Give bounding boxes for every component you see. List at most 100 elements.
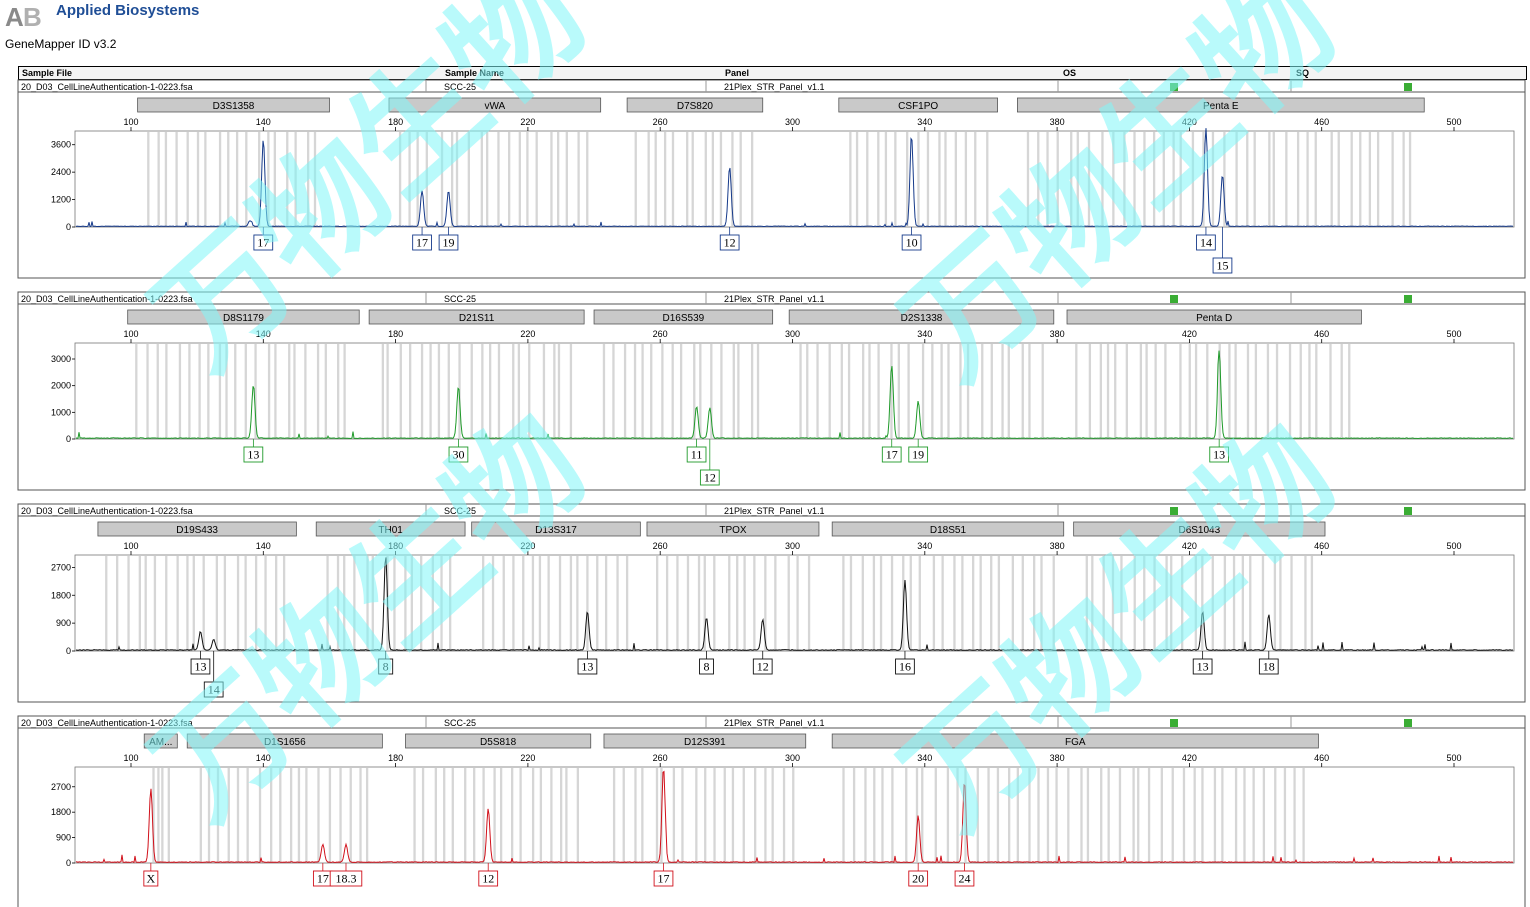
allele-bin: [550, 768, 553, 862]
allele-bin: [488, 344, 492, 438]
allele-bin: [1211, 556, 1214, 650]
allele-bin: [934, 768, 937, 862]
panel-name: 21Plex_STR_Panel_v1.1: [724, 718, 825, 728]
allele-bin: [1330, 132, 1333, 226]
allele-bin: [1232, 556, 1236, 650]
peak-label: X: [147, 872, 156, 886]
allele-bin: [339, 768, 342, 862]
allele-bin: [1304, 556, 1307, 650]
x-tick-label: 420: [1182, 117, 1197, 127]
allele-bin: [559, 768, 563, 862]
allele-bin: [750, 344, 754, 438]
allele-bin: [218, 132, 222, 226]
allele-bin: [842, 556, 845, 650]
allele-bin: [542, 344, 546, 438]
allele-bin: [586, 132, 589, 226]
allele-bin: [1133, 132, 1136, 226]
allele-bin: [1223, 132, 1226, 226]
peak-label: 16: [899, 660, 911, 674]
allele-bin: [343, 344, 346, 438]
brand-name: Applied Biosystems: [56, 2, 200, 19]
allele-bin: [596, 556, 599, 650]
allele-bin: [282, 556, 286, 650]
allele-bin: [207, 344, 210, 438]
locus-label: D18S51: [930, 525, 967, 536]
allele-bin: [1112, 132, 1115, 226]
allele-bin: [764, 556, 767, 650]
x-tick-label: 300: [785, 541, 800, 551]
allele-bin: [186, 132, 189, 226]
allele-bin: [408, 132, 411, 226]
allele-bin: [966, 344, 970, 438]
x-tick-label: 140: [256, 753, 271, 763]
allele-bin: [1194, 556, 1197, 650]
allele-bin: [518, 132, 521, 226]
allele-bin: [236, 556, 240, 650]
x-tick-label: 260: [653, 329, 668, 339]
allele-bin: [866, 132, 869, 226]
allele-bin: [1170, 556, 1173, 650]
allele-bin: [1028, 344, 1031, 438]
allele-bin: [1132, 768, 1135, 862]
allele-bin: [1306, 132, 1309, 226]
signal-trace: [75, 557, 1514, 652]
allele-bin: [1101, 132, 1104, 226]
product-name: GeneMapper ID v3.2: [5, 37, 117, 51]
x-tick-label: 380: [1050, 541, 1065, 551]
panel-name: 21Plex_STR_Panel_v1.1: [724, 82, 825, 92]
allele-bin: [974, 132, 977, 226]
allele-bin: [491, 556, 495, 650]
locus-bar: [405, 733, 592, 749]
locus-label: CSF1PO: [898, 101, 938, 112]
signal-trace: [75, 770, 1514, 864]
allele-bin: [1181, 556, 1184, 650]
allele-bin: [127, 556, 130, 650]
allele-bin: [932, 556, 936, 650]
allele-bin: [1102, 556, 1105, 650]
allele-bin: [926, 132, 930, 226]
allele-bin: [753, 556, 756, 650]
locus-label: FGA: [1065, 737, 1086, 748]
allele-bin: [881, 768, 884, 862]
locus-bar: [186, 733, 383, 749]
allele-bin: [713, 556, 716, 650]
peak-label-box: [653, 870, 674, 887]
peak-label-box: [752, 658, 773, 675]
allele-bin: [178, 344, 182, 438]
allele-bin: [531, 768, 535, 862]
allele-bin: [408, 344, 412, 438]
allele-bin: [586, 556, 589, 650]
locus-bar: [1017, 97, 1425, 113]
peak-label-box: [954, 870, 975, 887]
allele-bin: [676, 556, 679, 650]
allele-bin: [416, 132, 419, 226]
signal-trace: [75, 128, 1514, 228]
allele-bin: [799, 344, 802, 438]
allele-bin: [306, 132, 310, 226]
x-tick-label: 300: [785, 753, 800, 763]
peak-label-box: [1209, 446, 1230, 463]
allele-bin: [316, 344, 320, 438]
allele-bin: [429, 344, 432, 438]
allele-bin: [569, 556, 573, 650]
allele-bin: [293, 344, 296, 438]
allele-bin: [470, 344, 473, 438]
allele-bin: [623, 344, 627, 438]
allele-bin: [486, 132, 489, 226]
allele-bin: [512, 556, 515, 650]
allele-bin: [1041, 344, 1044, 438]
allele-bin: [691, 132, 694, 226]
x-tick-label: 300: [785, 117, 800, 127]
allele-bin: [1234, 768, 1238, 862]
allele-bin: [1376, 132, 1380, 226]
allele-bin: [732, 344, 735, 438]
allele-bin: [167, 768, 170, 862]
allele-bin: [877, 132, 880, 226]
peak-label-box: [901, 234, 922, 251]
allele-bin: [671, 344, 674, 438]
x-tick-label: 500: [1446, 541, 1461, 551]
locus-label: D21S11: [459, 313, 495, 324]
x-tick-label: 420: [1182, 329, 1197, 339]
allele-bin: [964, 768, 967, 862]
